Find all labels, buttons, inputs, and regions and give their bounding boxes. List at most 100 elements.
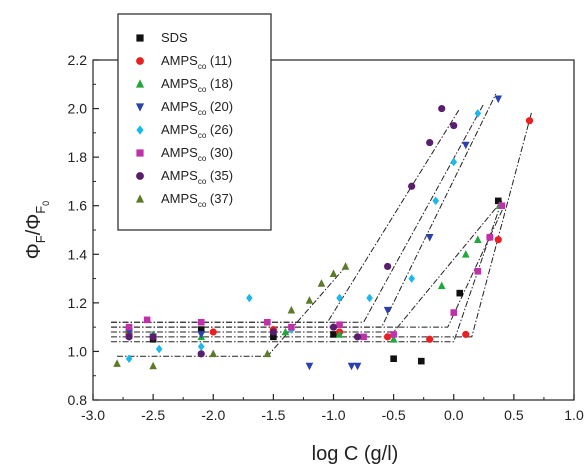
data-point-series-4 bbox=[336, 293, 343, 303]
data-point-series-5 bbox=[336, 321, 343, 329]
data-point-series-7 bbox=[317, 279, 326, 287]
data-point-series-0 bbox=[456, 289, 464, 297]
data-point-series-4 bbox=[450, 157, 458, 167]
data-point-series-2 bbox=[461, 249, 470, 258]
x-axis-title: log C (g/l) bbox=[312, 443, 399, 465]
data-point-series-1 bbox=[462, 330, 470, 339]
data-point-series-2 bbox=[474, 235, 482, 244]
data-point-series-2 bbox=[281, 327, 290, 336]
data-point-series-7 bbox=[149, 361, 157, 370]
legend: SDS AMPSco (11) AMPSco (18) AMPSco (20) AMPS… bbox=[117, 13, 272, 231]
y-axis-title: ΦF/ΦF0 bbox=[23, 201, 51, 259]
data-point-series-7 bbox=[287, 305, 296, 314]
data-point-series-5 bbox=[197, 318, 205, 326]
x-tick-label: -1.5 bbox=[261, 407, 285, 423]
legend-marker-2 bbox=[135, 79, 145, 88]
data-point-series-2 bbox=[335, 330, 344, 338]
x-tick-label: -0.5 bbox=[382, 407, 406, 423]
data-point-series-1 bbox=[426, 335, 434, 343]
data-point-series-1 bbox=[209, 328, 217, 336]
data-point-series-3 bbox=[494, 95, 503, 104]
x-tick-label: -2.5 bbox=[141, 407, 165, 423]
data-point-series-5 bbox=[390, 331, 397, 338]
legend-marker-4 bbox=[136, 125, 144, 135]
x-tick-labels: -3.0 -2.5 -2.0 -1.5 -1.0 -0.5 0.0 0.5 1.0 bbox=[81, 407, 584, 423]
legend-box bbox=[117, 13, 272, 231]
data-point-series-4 bbox=[474, 109, 482, 118]
data-point-series-5 bbox=[498, 202, 506, 210]
data-point-series-3 bbox=[347, 362, 356, 371]
data-point-series-3 bbox=[383, 306, 392, 315]
data-point-series-0 bbox=[330, 331, 337, 338]
data-point-series-3 bbox=[353, 362, 362, 371]
x-tick-label: -2.0 bbox=[201, 407, 225, 423]
data-point-series-2 bbox=[437, 281, 446, 290]
data-point-series-7 bbox=[263, 349, 272, 358]
data-point-series-4 bbox=[366, 293, 373, 303]
legend-label-2: AMPSco (18) bbox=[161, 76, 233, 94]
fit-line-0 bbox=[111, 200, 503, 343]
data-point-series-4 bbox=[197, 342, 205, 351]
y-tick-label: 1.8 bbox=[68, 149, 88, 165]
data-point-series-6 bbox=[438, 104, 446, 113]
data-point-series-7 bbox=[113, 359, 121, 367]
data-point-series-4 bbox=[246, 293, 253, 303]
data-point-series-6 bbox=[353, 333, 362, 341]
legend-label-3: AMPSco (20) bbox=[161, 99, 233, 117]
data-point-series-5 bbox=[143, 316, 151, 324]
data-point-series-3 bbox=[305, 362, 314, 371]
y-tick-label: 1.0 bbox=[68, 343, 88, 359]
x-tick-label: 0.0 bbox=[444, 407, 464, 423]
data-point-series-6 bbox=[269, 328, 277, 336]
data-point-series-6 bbox=[426, 138, 434, 147]
data-point-series-0 bbox=[417, 357, 425, 365]
data-point-series-6 bbox=[149, 333, 157, 341]
data-point-series-0 bbox=[270, 333, 277, 341]
fit-line-2 bbox=[111, 200, 503, 333]
legend-marker-0 bbox=[136, 34, 144, 42]
legend-marker-1 bbox=[136, 57, 144, 65]
data-point-series-4 bbox=[408, 274, 415, 283]
legend-label-7: AMPSco (37) bbox=[161, 191, 233, 209]
legend-marker-7 bbox=[135, 194, 145, 203]
axis-ticks bbox=[92, 59, 575, 401]
x-tick-label: -3.0 bbox=[81, 407, 105, 423]
data-point-series-6 bbox=[329, 323, 338, 331]
y-tick-label: 2.0 bbox=[68, 101, 88, 117]
data-points bbox=[113, 95, 534, 371]
fit-line-5 bbox=[111, 205, 505, 328]
data-point-series-6 bbox=[197, 350, 205, 358]
data-point-series-1 bbox=[525, 117, 534, 125]
legend-label-4: AMPSco (26) bbox=[161, 122, 233, 140]
data-point-series-0 bbox=[494, 197, 502, 205]
data-point-series-1 bbox=[494, 236, 502, 244]
data-point-series-7 bbox=[209, 349, 218, 358]
data-point-series-6 bbox=[450, 121, 458, 130]
data-point-series-5 bbox=[360, 333, 367, 341]
data-point-series-4 bbox=[432, 196, 440, 206]
data-point-series-1 bbox=[384, 333, 392, 341]
y-tick-label: 1.6 bbox=[68, 198, 88, 214]
data-point-series-7 bbox=[305, 296, 314, 304]
data-point-series-6 bbox=[408, 182, 416, 190]
data-point-series-4 bbox=[125, 354, 133, 364]
data-point-series-3 bbox=[125, 328, 133, 337]
legend-marker-5 bbox=[136, 149, 144, 157]
data-point-series-0 bbox=[197, 326, 205, 333]
data-point-series-7 bbox=[329, 269, 338, 278]
y-tick-label: 2.2 bbox=[68, 52, 88, 68]
data-point-series-5 bbox=[288, 323, 295, 331]
legend-marker-3 bbox=[135, 103, 145, 112]
data-point-series-5 bbox=[474, 267, 482, 275]
fit-line-6 bbox=[111, 108, 461, 323]
data-point-series-4 bbox=[155, 344, 163, 354]
y-tick-labels: 0.8 1.0 1.2 1.4 1.6 1.8 2.0 2.2 bbox=[68, 52, 88, 408]
data-point-series-0 bbox=[390, 355, 397, 363]
data-point-series-6 bbox=[384, 262, 392, 271]
x-tick-label: -1.0 bbox=[321, 407, 345, 423]
data-point-series-7 bbox=[341, 262, 350, 270]
y-tick-label: 1.4 bbox=[68, 246, 88, 262]
legend-label-6: AMPSco (35) bbox=[161, 168, 233, 186]
data-point-series-5 bbox=[486, 233, 494, 241]
